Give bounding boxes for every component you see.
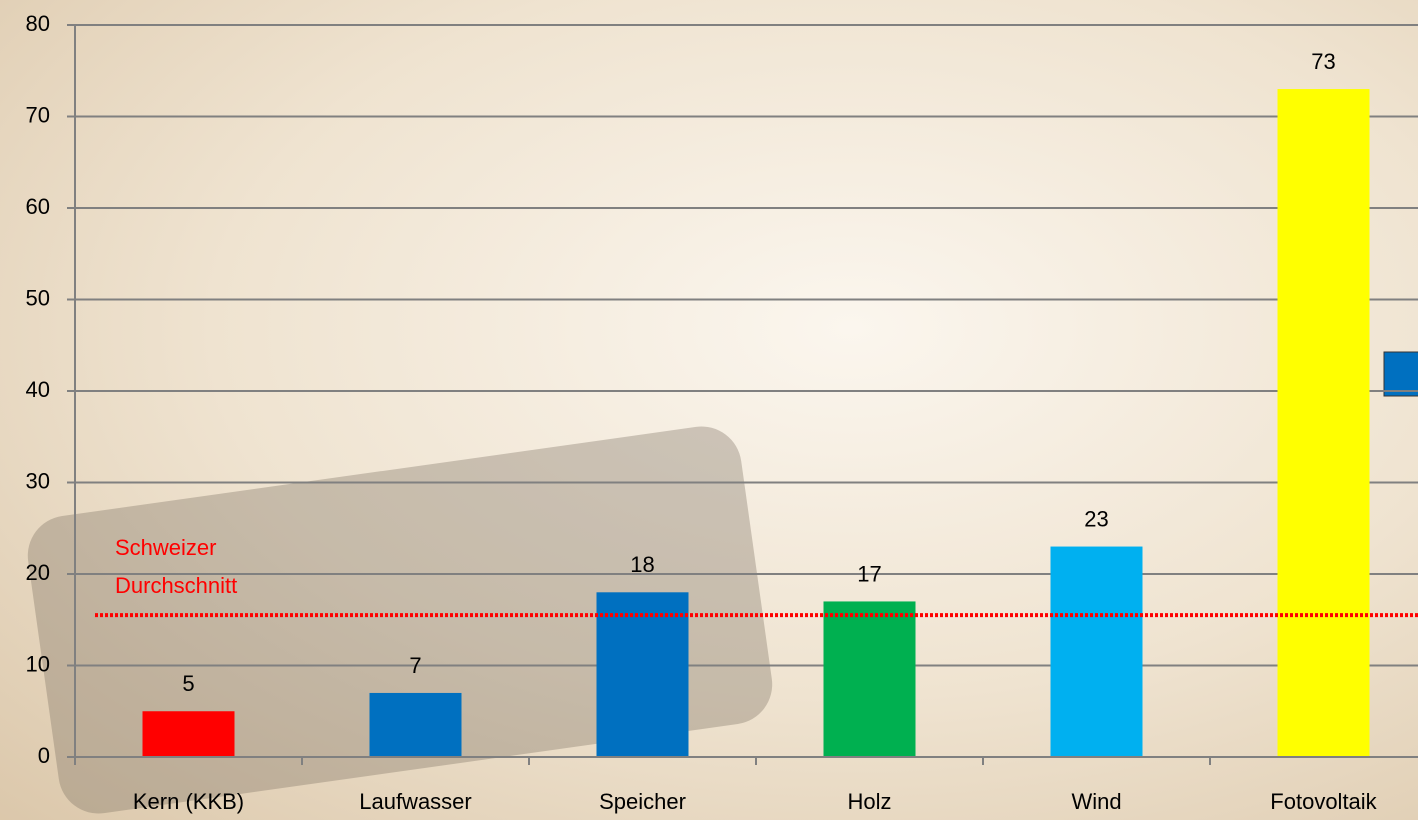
x-tick-label: Holz [847,789,891,814]
bar [1277,89,1370,758]
reference-label: Durchschnitt [115,573,237,598]
legend-marker [1383,351,1418,397]
bar [1050,546,1143,757]
x-tick-label: Speicher [599,789,686,814]
value-label: 17 [857,561,881,586]
reference-label: Schweizer [115,535,216,560]
x-tick-label: Fotovoltaik [1270,789,1377,814]
y-tick-label: 70 [26,102,50,127]
y-tick-label: 10 [26,651,50,676]
y-tick-label: 30 [26,468,50,493]
x-tick-label: Wind [1071,789,1121,814]
y-tick-label: 20 [26,560,50,585]
y-tick-label: 80 [26,11,50,36]
y-tick-label: 0 [38,743,50,768]
bar [596,592,689,757]
value-label: 18 [630,552,654,577]
x-tick-label: Kern (KKB) [133,789,244,814]
y-tick-label: 60 [26,194,50,219]
value-label: 5 [182,671,194,696]
y-tick-label: 50 [26,285,50,310]
bar [369,692,462,757]
x-tick-label: Laufwasser [359,789,472,814]
value-label: 73 [1311,49,1335,74]
y-tick-label: 40 [26,377,50,402]
bar [142,711,235,757]
bar [823,601,916,757]
value-label: 7 [409,653,421,678]
value-label: 23 [1084,506,1108,531]
